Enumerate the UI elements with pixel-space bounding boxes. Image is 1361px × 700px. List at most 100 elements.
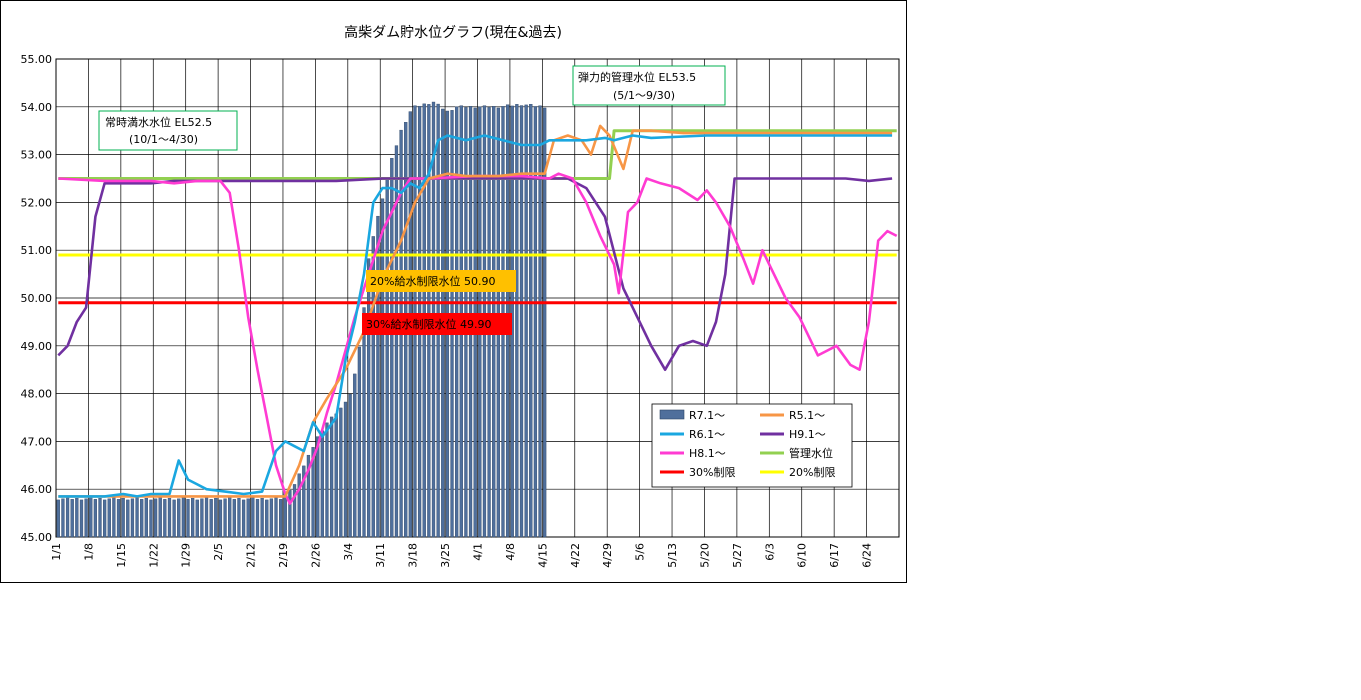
- annotation-label-bg: [366, 270, 516, 292]
- legend-label: H9.1～: [789, 428, 826, 441]
- y-axis: 45.00 46.00 47.00 48.00 49.00 50.00 51.00 52.00…: [21, 53, 53, 544]
- x-tick-label: 3/18: [407, 543, 420, 568]
- bar: [376, 215, 380, 538]
- bar: [116, 499, 121, 538]
- bar: [228, 497, 232, 538]
- x-tick-label: 1/8: [82, 543, 95, 561]
- chart-svg: 高柴ダム貯水位グラフ(現在&過去) 45.00 46.00 47.00 48.00 49…: [21, 24, 900, 568]
- bar: [371, 236, 375, 538]
- bar: [367, 258, 371, 538]
- x-axis: 1/1 1/8 1/15 1/22 1/29 2/5 2/12 2/19 2/26 3/4 3/11…: [50, 543, 874, 568]
- bar: [320, 430, 324, 538]
- bar: [260, 497, 264, 538]
- x-tick-label: 2/12: [245, 543, 258, 568]
- bar: [126, 499, 130, 538]
- x-tick-label: 5/6: [634, 543, 647, 561]
- x-tick-label: 1/29: [180, 543, 193, 568]
- annotations: 常時満水水位 EL52.5 (10/1～4/30) 弾力的管理水位 EL53.5 (5…: [98, 65, 726, 335]
- bar: [329, 416, 334, 538]
- bar: [149, 499, 153, 538]
- y-tick-label: 50.00: [21, 292, 53, 305]
- bar: [390, 158, 394, 538]
- annotation-text: 弾力的管理水位 EL53.5: [578, 70, 696, 84]
- bar: [241, 499, 246, 538]
- y-tick-label: 48.00: [21, 388, 53, 401]
- bar: [529, 104, 533, 538]
- bar: [181, 497, 186, 538]
- bar: [279, 499, 283, 538]
- bar: [135, 497, 139, 538]
- bar: [255, 499, 260, 538]
- legend-label: 20%制限: [789, 466, 835, 479]
- legend-swatch: [659, 409, 685, 420]
- x-tick-label: 2/19: [277, 543, 290, 568]
- bar: [348, 393, 352, 538]
- x-tick-label: 6/17: [828, 543, 841, 568]
- chart-frame: 高柴ダム貯水位グラフ(現在&過去) 45.00 46.00 47.00 48.00 49…: [0, 0, 907, 583]
- bar: [130, 498, 135, 538]
- series-line: [58, 129, 897, 180]
- grid-layer: [55, 58, 900, 538]
- x-tick-label: 3/11: [374, 543, 387, 568]
- y-tick-label: 46.00: [21, 483, 53, 496]
- annotation-text: (5/1～9/30): [613, 89, 675, 102]
- series-line: [58, 172, 898, 505]
- x-tick-label: 2/5: [212, 543, 225, 561]
- bar: [209, 499, 213, 538]
- bar: [353, 373, 357, 538]
- bar: [121, 497, 125, 538]
- y-tick-label: 53.00: [21, 149, 53, 162]
- bar: [325, 422, 329, 538]
- x-tick-label: 5/27: [731, 543, 744, 568]
- x-tick-label: 3/25: [439, 543, 452, 568]
- bar: [79, 499, 84, 538]
- bar: [98, 497, 102, 538]
- bar: [533, 106, 538, 538]
- bar: [140, 499, 144, 538]
- x-tick-label: 6/24: [861, 543, 874, 568]
- bar: [334, 413, 338, 538]
- y-tick-label: 55.00: [21, 53, 53, 66]
- bar: [339, 407, 343, 538]
- bar: [283, 493, 287, 538]
- x-tick-label: 1/22: [147, 543, 160, 568]
- bar: [288, 490, 292, 538]
- y-tick-label: 47.00: [21, 435, 53, 448]
- annotation-box: [98, 110, 238, 151]
- legend-label: 30%制限: [689, 466, 735, 479]
- bar: [306, 454, 311, 538]
- bar: [380, 198, 385, 538]
- bar: [167, 497, 172, 538]
- line-layer: [57, 124, 898, 505]
- bar: [102, 499, 107, 538]
- bar: [515, 104, 519, 538]
- y-tick-label: 51.00: [21, 244, 53, 257]
- bar: [297, 473, 301, 538]
- bar: [246, 498, 250, 538]
- bar: [75, 497, 79, 538]
- bar: [112, 497, 116, 538]
- bar: [56, 499, 60, 538]
- bar: [385, 178, 389, 538]
- annotation-text: 20%給水制限水位 50.90: [370, 274, 495, 288]
- bar: [316, 436, 320, 538]
- x-tick-label: 3/4: [342, 543, 355, 561]
- legend-label: R6.1～: [689, 428, 725, 441]
- x-tick-label: 4/29: [601, 543, 614, 568]
- annotation-box: [572, 65, 726, 106]
- x-tick-label: 6/3: [763, 543, 776, 561]
- bar: [84, 498, 88, 538]
- x-tick-label: 1/15: [115, 543, 128, 568]
- bar: [158, 497, 162, 538]
- bar: [538, 105, 542, 538]
- bar: [93, 499, 98, 538]
- bar: [251, 497, 255, 538]
- bar: [70, 499, 74, 538]
- legend-label: R7.1～: [689, 409, 725, 422]
- x-tick-label: 2/26: [309, 543, 322, 568]
- bar: [61, 498, 65, 538]
- y-tick-label: 49.00: [21, 340, 53, 353]
- annotation-text: (10/1～4/30): [129, 133, 198, 146]
- y-tick-label: 52.00: [21, 196, 53, 209]
- bar: [200, 498, 204, 538]
